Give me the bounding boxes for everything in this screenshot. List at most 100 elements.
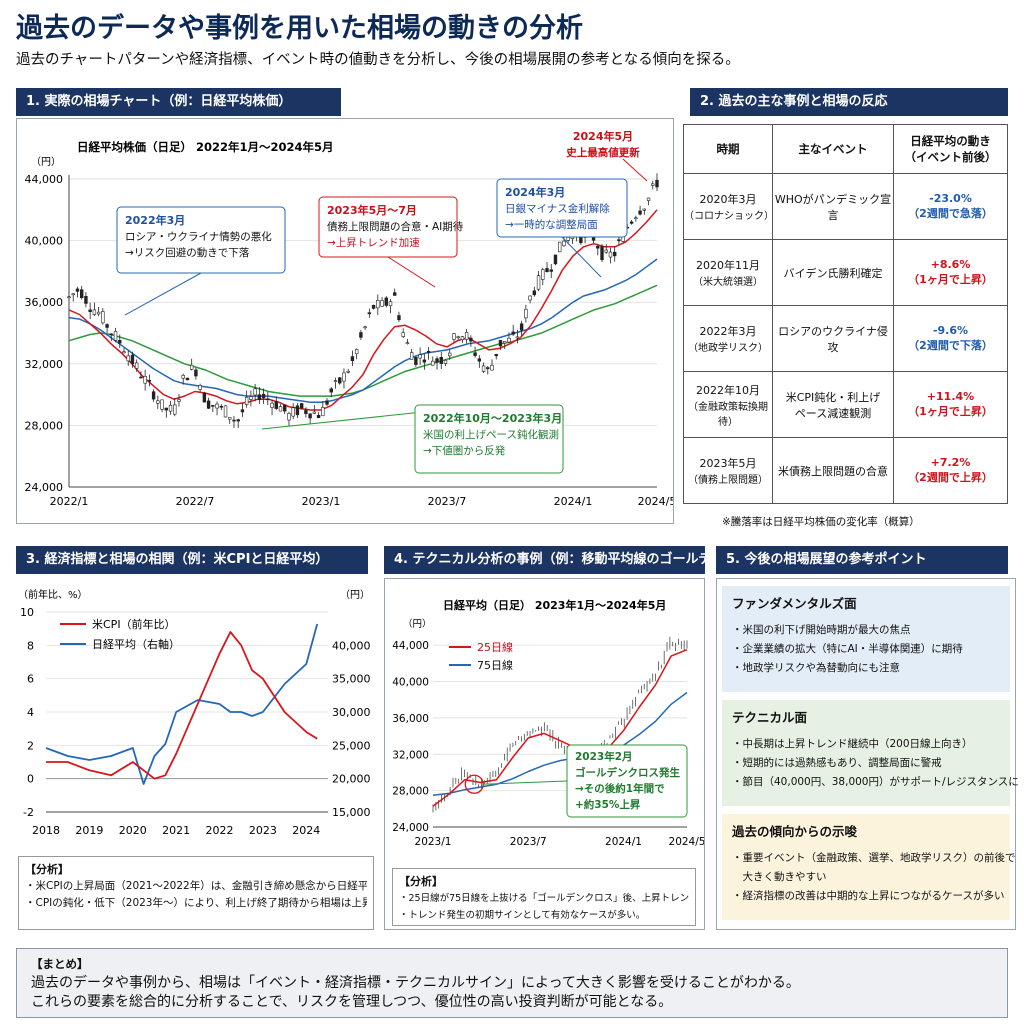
event-period: 2022年3月 bbox=[699, 325, 757, 338]
chart1-x-tick: 2023/7 bbox=[428, 495, 467, 508]
chart1-candle bbox=[291, 407, 295, 417]
chart1-annotation-text: →一時的な調整局面 bbox=[505, 218, 598, 231]
chart1-candle bbox=[426, 350, 431, 353]
chart3-x-tick: 2021 bbox=[162, 824, 190, 837]
chart1-candle bbox=[325, 400, 329, 405]
chart1-annotation-pointer bbox=[561, 236, 602, 278]
outlook-item: ・企業業績の拡大（特にAI・半導体関連）に期待 bbox=[732, 643, 963, 655]
chart1-annotation-text: 2024年5月 bbox=[573, 129, 633, 143]
chart1-candle bbox=[308, 413, 312, 419]
chart1-candle bbox=[498, 340, 503, 347]
chart1-candle bbox=[363, 326, 367, 329]
event-period: 2023年5月 bbox=[699, 457, 757, 470]
chart1-x-tick: 2024/1 bbox=[554, 495, 593, 508]
chart1-annotation-text: 2023年5月～7月 bbox=[327, 203, 417, 217]
event-move-cell: -23.0% （2週間で急落） bbox=[893, 173, 1008, 240]
event-desc: ペース減速観測 bbox=[794, 406, 872, 420]
chart1-candle bbox=[316, 414, 321, 419]
outlook-item: 大きく動きやすい bbox=[732, 871, 827, 883]
chart1-candle bbox=[92, 309, 97, 315]
chart1-candle bbox=[629, 221, 634, 224]
chart4-annotation-text: ゴールデンクロス発生 bbox=[575, 766, 680, 779]
events-table-row: 2022年3月 （地政学リスク） ロシアのウクライナ侵攻 -9.6% （2週間で下落） bbox=[683, 305, 1008, 372]
chart1-y-tick: 36,000 bbox=[25, 296, 64, 309]
chart4-x-tick: 2024/1 bbox=[605, 836, 642, 848]
chart1-candle bbox=[261, 393, 266, 399]
outlook-item: ・地政学リスクや為替動向にも注意 bbox=[732, 662, 900, 674]
chart1-y-tick: 44,000 bbox=[25, 173, 64, 186]
chart1-candle bbox=[118, 340, 122, 344]
event-period: 2022年10月 bbox=[696, 383, 760, 397]
section-3-header: 3. 経済指標と相場の相関（例：米CPIと日経平均） bbox=[16, 546, 368, 574]
event-move-note: （1ヶ月で上昇） bbox=[908, 405, 993, 418]
chart1-candle bbox=[642, 208, 647, 211]
chart1-candle bbox=[431, 360, 435, 366]
chart3-right-unit: （円） bbox=[340, 589, 370, 601]
chart1-candle bbox=[388, 301, 393, 307]
chart1-candle bbox=[181, 375, 185, 379]
chart1-candle bbox=[202, 392, 207, 403]
chart1-candle bbox=[134, 362, 139, 369]
event-period-cell: 2020年3月 （コロナショック） bbox=[683, 173, 774, 240]
chart1-candle bbox=[79, 289, 84, 299]
chart4-annotation-pointer bbox=[482, 780, 568, 785]
events-table: 時期 主なイベント 日経平均の動き （イベント前後） 2020年3月 （コロナショッ… bbox=[683, 124, 1008, 504]
chart1-candle bbox=[371, 304, 376, 309]
chart1-candle bbox=[198, 385, 202, 390]
summary-line: 過去のデータや事例から、相場は「イベント・経済指標・テクニカルサイン」によって大… bbox=[31, 975, 800, 991]
chart1-candle bbox=[185, 377, 190, 381]
event-period-cell: 2023年5月 （債務上限問題） bbox=[683, 437, 773, 504]
chart4-legend-label: 75日線 bbox=[477, 658, 513, 672]
chart1-candle bbox=[228, 417, 232, 420]
chart3-left-tick: 6 bbox=[27, 673, 34, 686]
chart1-candle bbox=[139, 376, 143, 379]
event-move-note: （2週間で上昇） bbox=[908, 471, 993, 484]
event-period-cell: 2020年11月 （米大統領選） bbox=[683, 239, 773, 306]
chart1-annotation-pointer bbox=[387, 256, 436, 288]
event-desc: 米CPI鈍化・利上げ bbox=[785, 390, 881, 404]
event-desc: バイデン氏勝利確定 bbox=[783, 266, 883, 280]
chart4-y-tick: 32,000 bbox=[392, 749, 429, 761]
event-move-note: （2週間で急落） bbox=[908, 207, 993, 220]
chart3-right-tick: 40,000 bbox=[332, 639, 371, 652]
chart4-y-tick: 40,000 bbox=[392, 677, 429, 689]
chart1-annotation-text: ロシア・ウクライナ情勢の悪化 bbox=[125, 230, 272, 243]
event-desc: ロシアのウクライナ侵攻 bbox=[778, 324, 888, 354]
chart3-x-tick: 2018 bbox=[32, 824, 60, 837]
outlook-box: テクニカル面 ・中長期は上昇トレンド継続中（200日線上向き） ・短期的には過熱感も… bbox=[722, 700, 1019, 806]
chart1-candle bbox=[469, 337, 473, 342]
chart1-candle bbox=[418, 354, 422, 359]
event-period: 2020年3月 bbox=[699, 193, 757, 206]
chart1-candle bbox=[147, 379, 152, 382]
chart1-candle bbox=[156, 400, 160, 404]
chart1-x-tick: 2024/5 bbox=[638, 495, 673, 508]
chart1-annotation-text: 2022年10月～2023年3月 bbox=[423, 411, 562, 425]
chart1-candle bbox=[481, 365, 486, 372]
chart1-y-tick: 40,000 bbox=[25, 235, 64, 248]
chart1-candle bbox=[160, 399, 164, 410]
chart1-candle bbox=[88, 309, 92, 312]
chart1-candle bbox=[376, 300, 380, 309]
chart1-candle bbox=[287, 413, 291, 421]
chart1-candle bbox=[452, 333, 456, 340]
summary-box: 【まとめ】 過去のデータや事例から、相場は「イベント・経済指標・テクニカルサイン… bbox=[16, 948, 1008, 1018]
chart3-left-tick: 8 bbox=[27, 639, 34, 652]
summary-title: 【まとめ】 bbox=[31, 957, 89, 971]
chart1-annotation-text: 日銀マイナス金利解除 bbox=[505, 202, 610, 215]
chart1-candle bbox=[109, 333, 114, 336]
event-move: +7.2% bbox=[930, 456, 971, 469]
chart1-candle bbox=[312, 411, 317, 414]
page-title: 過去のデータや事例を用いた相場の動きの分析 bbox=[16, 13, 583, 44]
chart1-candle bbox=[409, 352, 414, 360]
chart1-y-tick: 28,000 bbox=[25, 419, 64, 432]
chart1-candle bbox=[566, 237, 570, 241]
chart3-left-unit: （前年比、%） bbox=[18, 588, 88, 601]
chart4-title: 日経平均（日足） 2023年1月～2024年5月 bbox=[443, 598, 666, 612]
chart4-y-tick: 44,000 bbox=[392, 640, 429, 652]
chart1-candle bbox=[75, 288, 80, 292]
chart1-candle bbox=[194, 369, 198, 377]
outlook-box-title: ファンダメンタルズ面 bbox=[732, 596, 857, 611]
chart1-candle bbox=[414, 357, 418, 365]
chart1-candle bbox=[67, 296, 71, 299]
chart3-right-tick: 20,000 bbox=[332, 773, 371, 786]
